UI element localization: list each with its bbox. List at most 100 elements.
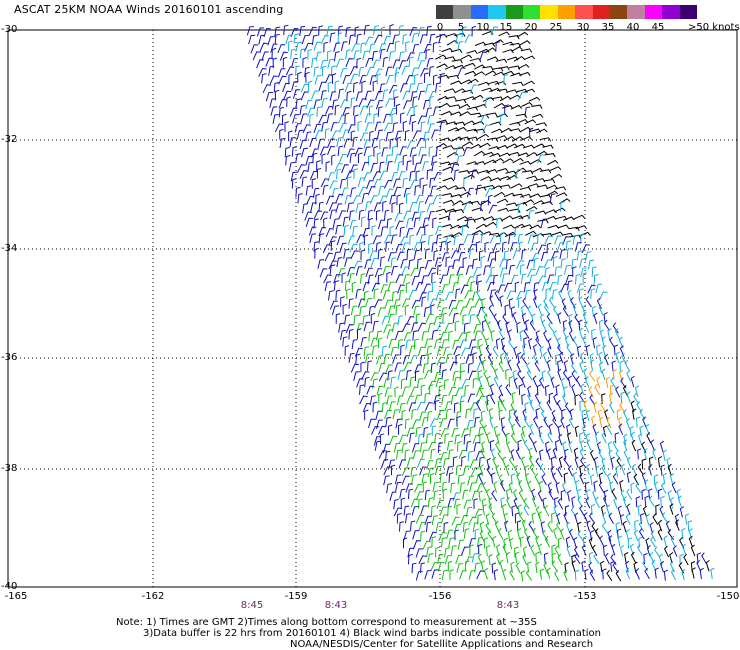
wind-barb xyxy=(434,432,440,443)
wind-barb xyxy=(566,424,571,436)
wind-barb xyxy=(531,313,536,325)
wind-barb xyxy=(560,489,566,501)
wind-barb xyxy=(517,439,522,451)
wind-barb xyxy=(414,394,422,405)
wind-barb xyxy=(529,224,541,230)
wind-barb xyxy=(474,508,483,518)
wind-barb xyxy=(353,82,359,93)
wind-barb xyxy=(455,300,464,310)
wind-barb xyxy=(585,409,590,422)
wind-barb xyxy=(413,217,420,228)
wind-barb xyxy=(380,284,388,294)
gridlines xyxy=(8,30,737,587)
wind-barb xyxy=(527,183,540,188)
wind-barb xyxy=(502,70,515,76)
wind-barb xyxy=(586,439,592,451)
wind-barb xyxy=(381,345,387,356)
wind-barb xyxy=(311,178,317,189)
wind-barb xyxy=(539,463,546,475)
wind-barb xyxy=(389,107,398,117)
wind-barb xyxy=(505,464,510,476)
wind-barb xyxy=(477,338,483,350)
wind-barb xyxy=(409,376,416,387)
wind-barb xyxy=(350,305,358,316)
wind-barb xyxy=(467,475,474,486)
wind-barb xyxy=(481,359,487,371)
wind-barb xyxy=(401,298,411,308)
wind-barb xyxy=(573,536,578,549)
wind-barb xyxy=(393,442,401,453)
wind-barb xyxy=(508,264,515,275)
wind-barb xyxy=(602,495,608,507)
wind-barb xyxy=(515,168,522,179)
wind-barb xyxy=(389,491,397,501)
wind-barb xyxy=(457,41,464,52)
wind-barb xyxy=(516,472,521,484)
wind-barb xyxy=(295,98,302,109)
wind-barb xyxy=(450,545,457,556)
wind-barb xyxy=(633,529,639,542)
wind-barb xyxy=(425,107,432,118)
wind-barb xyxy=(469,314,476,325)
wind-barb xyxy=(435,291,443,301)
wind-barb xyxy=(537,275,547,285)
wind-barb xyxy=(409,114,416,125)
wind-barb xyxy=(659,440,665,453)
wind-barb xyxy=(407,547,414,558)
wind-barb xyxy=(409,234,415,246)
wind-barb xyxy=(461,200,474,206)
wind-barb xyxy=(557,312,562,324)
wind-barb xyxy=(593,553,600,565)
wind-barb xyxy=(311,90,320,100)
wind-barb xyxy=(319,146,328,156)
wind-barb xyxy=(347,235,356,245)
wind-barb xyxy=(375,242,382,253)
wind-barb xyxy=(402,120,408,132)
wind-barb xyxy=(509,568,515,581)
wind-barb xyxy=(423,426,429,438)
wind-barb xyxy=(551,512,556,524)
wind-barb xyxy=(446,265,454,276)
wind-barb xyxy=(651,559,657,572)
wind-barb xyxy=(459,111,471,117)
wind-barb xyxy=(309,137,317,148)
legend-label: 15 xyxy=(499,22,513,33)
wind-barb xyxy=(643,448,648,460)
wind-barb xyxy=(485,399,490,411)
wind-barb xyxy=(658,553,663,566)
wind-barb xyxy=(485,513,490,525)
wind-barb xyxy=(383,35,391,45)
wind-barb xyxy=(506,89,518,94)
wind-barb xyxy=(359,105,368,115)
wind-barb xyxy=(502,224,515,230)
wind-barb xyxy=(524,402,529,414)
wind-barb xyxy=(375,100,384,110)
wind-barb xyxy=(485,187,494,197)
legend-swatch xyxy=(557,5,576,19)
wind-barb xyxy=(688,528,693,540)
wind-barb xyxy=(478,169,490,175)
wind-barb xyxy=(602,344,607,357)
wind-barb xyxy=(515,562,521,574)
wind-barb xyxy=(462,521,469,533)
wind-barb xyxy=(429,384,434,396)
wind-barb xyxy=(590,288,596,299)
wind-barb xyxy=(315,193,320,205)
wind-barb xyxy=(524,465,529,477)
wind-barb xyxy=(392,59,401,69)
wind-barb xyxy=(291,58,299,68)
wind-barb xyxy=(452,209,465,214)
wind-barb xyxy=(492,39,504,45)
wind-barb xyxy=(400,259,408,269)
wind-barb xyxy=(296,164,306,174)
wind-barb xyxy=(646,432,652,444)
map-frame xyxy=(7,29,738,588)
wind-barb xyxy=(351,339,358,350)
wind-barb xyxy=(394,212,403,222)
wind-barb xyxy=(458,252,466,262)
wind-barb xyxy=(505,551,511,564)
wind-barb xyxy=(503,250,509,261)
wind-barb xyxy=(558,289,564,301)
wind-barb xyxy=(311,57,317,68)
wind-barb xyxy=(272,57,278,69)
